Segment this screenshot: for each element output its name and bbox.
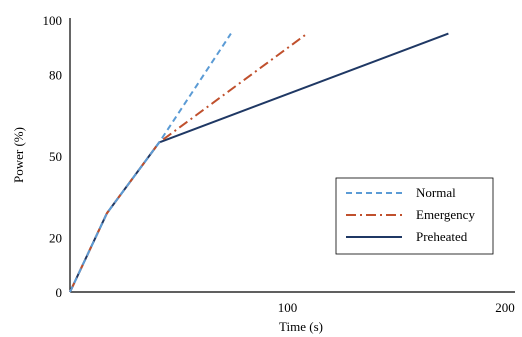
x-tick-label: 200	[495, 300, 515, 315]
legend-label-emergency: Emergency	[416, 207, 475, 222]
series-group	[69, 32, 449, 293]
series-line-emergency	[69, 32, 308, 293]
y-tick-labels: 0 20 50 80 100	[43, 13, 63, 300]
legend-label-preheated: Preheated	[416, 229, 468, 244]
series-line-normal	[69, 33, 232, 293]
legend: Normal Emergency Preheated	[335, 177, 494, 255]
y-tick-label: 80	[49, 67, 62, 82]
y-tick-label: 100	[43, 13, 63, 28]
y-tick-label: 50	[49, 149, 62, 164]
x-axis-title: Time (s)	[279, 319, 323, 334]
legend-entries: Normal Emergency Preheated	[346, 185, 475, 244]
legend-box	[335, 177, 494, 255]
legend-label-normal: Normal	[416, 185, 456, 200]
y-axis-title: Power (%)	[11, 127, 26, 183]
axes	[69, 18, 515, 293]
x-tick-label: 100	[278, 300, 298, 315]
y-tick-label: 0	[56, 285, 63, 300]
y-tick-label: 20	[49, 231, 62, 246]
x-tick-labels: 100 200	[278, 300, 515, 315]
